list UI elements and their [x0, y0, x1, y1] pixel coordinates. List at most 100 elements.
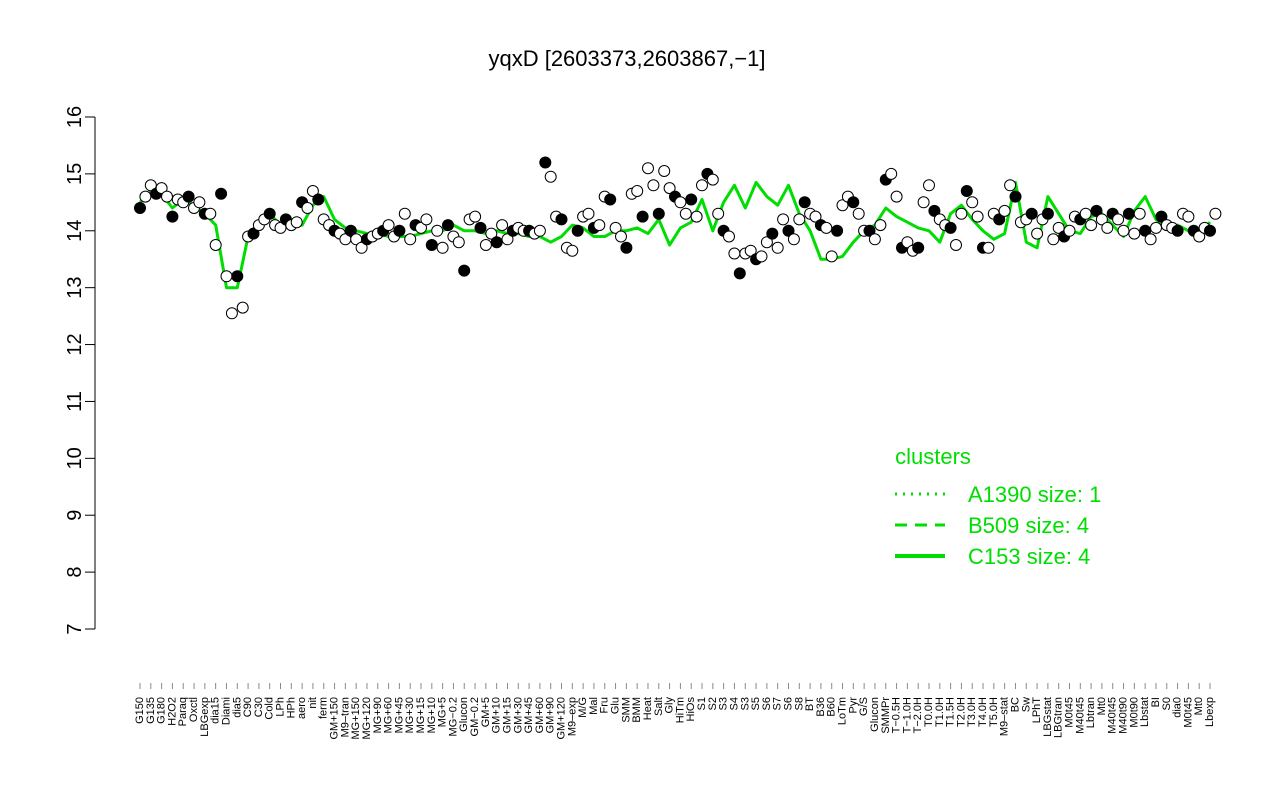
y-tick-label: 8 — [64, 567, 86, 578]
x-tick-label: Cold — [264, 697, 276, 720]
x-tick-label: Diami — [220, 697, 232, 725]
x-tick-label: S4 — [728, 697, 740, 710]
data-point — [847, 196, 860, 209]
x-tick-label: MG+10 — [426, 697, 438, 733]
x-tick-label: Mt0 — [1096, 697, 1108, 715]
x-tick-label: M9–stat — [999, 697, 1011, 736]
data-point — [917, 196, 930, 209]
x-tick-label: GM+30 — [512, 697, 524, 733]
x-tick-label: T4.0H — [977, 697, 989, 727]
data-point — [647, 179, 660, 192]
data-point — [993, 213, 1006, 226]
data-point — [620, 241, 633, 254]
x-tick-label: S3 — [739, 697, 751, 710]
data-point — [312, 193, 325, 206]
data-point — [1128, 227, 1141, 240]
x-tick-label: B36 — [815, 697, 827, 717]
y-tick-label: 11 — [64, 391, 86, 412]
data-point — [706, 173, 719, 186]
data-point — [609, 221, 622, 234]
x-tick-label: aero — [296, 697, 308, 719]
data-point — [1122, 207, 1135, 220]
x-tick-label: T−0.5H — [891, 697, 903, 733]
data-point — [1209, 207, 1222, 220]
x-tick-label: S1 — [696, 697, 708, 710]
data-point — [436, 241, 449, 254]
data-point — [636, 210, 649, 223]
x-tick-label: LBGtran — [1053, 697, 1065, 738]
data-point — [415, 221, 427, 234]
x-tick-label: B60 — [826, 697, 838, 717]
data-point — [604, 193, 617, 206]
data-point — [301, 202, 314, 214]
legend-title: clusters — [895, 444, 971, 469]
x-tick-label: S7 — [772, 697, 784, 710]
x-tick-label: BC — [1009, 697, 1021, 712]
data-point — [134, 202, 146, 214]
data-point — [1095, 213, 1108, 226]
data-point — [631, 185, 644, 197]
x-tick-label: MG+150 — [350, 697, 362, 740]
data-point — [533, 224, 546, 237]
data-point — [863, 224, 876, 237]
data-point — [166, 210, 179, 223]
data-point — [777, 213, 790, 226]
x-tick-label: M40t45 — [1074, 697, 1086, 734]
x-tick-label: Fru — [599, 697, 611, 714]
data-point — [831, 224, 844, 237]
x-tick-label: Lbstat — [1139, 697, 1151, 727]
x-tick-label: S0 — [1161, 697, 1173, 710]
data-point — [642, 162, 654, 175]
data-point — [685, 193, 698, 206]
data-point — [247, 227, 260, 240]
x-tick-label: T2.0H — [955, 697, 967, 727]
data-point — [771, 241, 784, 254]
x-tick-label: Lbexp — [1204, 697, 1216, 727]
y-axis: 7 8 9 10 11 12 13 14 15 16 — [64, 106, 96, 635]
y-tick-label: 13 — [64, 277, 86, 299]
x-tick-label: S8 — [793, 697, 805, 710]
data-point — [193, 196, 206, 209]
x-tick-label: Lbtran — [1085, 697, 1097, 728]
x-tick-label: MG+45 — [393, 697, 405, 733]
x-tick-label: BI — [1150, 697, 1162, 707]
x-tick-label: Oxctl — [188, 697, 200, 722]
x-tick-label: C30 — [253, 697, 265, 717]
data-point — [728, 247, 741, 260]
x-tick-label: MG+90 — [372, 697, 384, 733]
data-point — [1117, 224, 1130, 237]
data-point — [809, 210, 822, 223]
data-point — [1171, 224, 1184, 237]
data-point — [1112, 213, 1125, 226]
chart-title: yqxD [2603373,2603867,−1] — [488, 46, 765, 71]
x-tick-label: BMM — [631, 697, 643, 723]
x-tick-label: MG+60 — [383, 697, 395, 733]
x-tick-label: BT — [804, 697, 816, 711]
data-point — [950, 239, 962, 251]
data-point — [793, 213, 806, 226]
x-tick-label: G/S — [858, 697, 870, 716]
data-point — [204, 207, 217, 220]
x-tick-label: LBGexp — [199, 697, 211, 737]
data-point — [733, 267, 746, 280]
legend: clusters A1390 size: 1 B509 size: 4 C153 s… — [895, 444, 1101, 569]
x-tick-label: M40t45 — [1107, 697, 1119, 734]
x-tick-label: Glu — [610, 697, 622, 714]
x-tick-label: Salt — [653, 697, 665, 716]
data-point — [425, 239, 438, 251]
x-tick-label: HiTm — [674, 697, 686, 723]
data-point — [182, 190, 195, 203]
data-point — [696, 179, 708, 192]
data-point — [712, 207, 725, 220]
y-tick-label: 14 — [64, 220, 86, 242]
data-point — [1031, 227, 1044, 240]
data-point — [901, 236, 914, 249]
data-point — [355, 241, 368, 254]
data-point — [798, 196, 811, 209]
data-point — [615, 230, 627, 243]
y-tick-label: 16 — [64, 106, 86, 128]
data-point — [1139, 224, 1152, 237]
data-point — [442, 219, 454, 232]
x-tick-label: SMM — [620, 697, 632, 723]
data-point — [474, 221, 487, 234]
